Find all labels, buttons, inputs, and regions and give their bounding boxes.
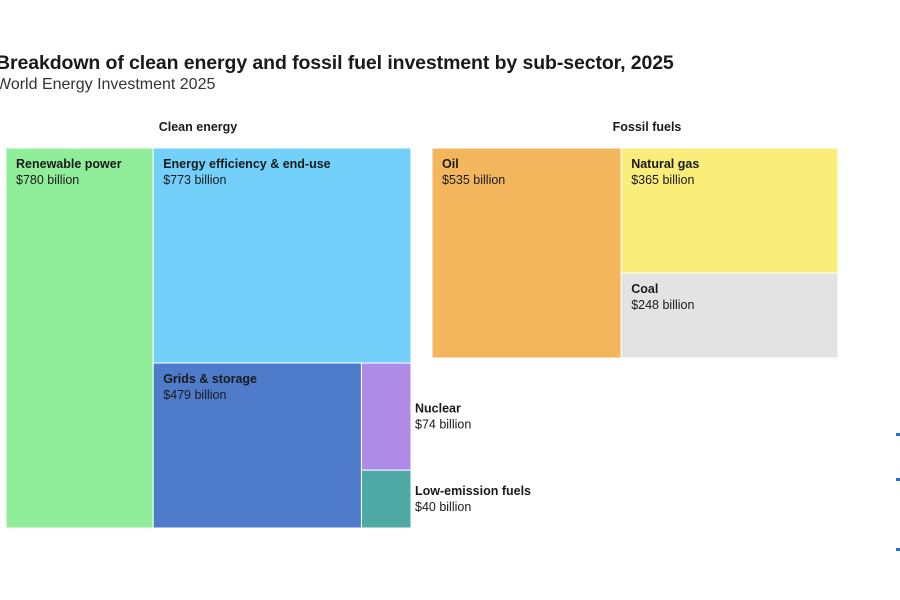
edge-mark (896, 478, 900, 481)
tile-energy-efficiency-and-end-use (152, 147, 412, 364)
tile-value-low-emission-fuels: $40 billion (415, 500, 471, 514)
group-label-fossil-fuels: Fossil fuels (613, 120, 682, 134)
tile-label-natural-gas: Natural gas (631, 157, 699, 171)
tile-value-oil: $535 billion (442, 173, 505, 187)
tile-value-grids-and-storage: $479 billion (163, 388, 226, 402)
chart-title: Breakdown of clean energy and fossil fue… (0, 52, 674, 74)
tile-oil (431, 147, 622, 359)
tile-label-oil: Oil (442, 157, 459, 171)
tile-nuclear (360, 362, 412, 471)
tile-coal (620, 272, 839, 359)
edge-mark (896, 548, 900, 551)
edge-mark (896, 433, 900, 436)
tile-value-natural-gas: $365 billion (631, 173, 694, 187)
chart-subtitle: World Energy Investment 2025 (0, 76, 216, 93)
tile-low-emission-fuels (360, 469, 412, 529)
tile-label-grids-and-storage: Grids & storage (163, 372, 257, 386)
tile-label-energy-efficiency-and-end-use: Energy efficiency & end-use (163, 157, 330, 171)
tile-label-low-emission-fuels: Low-emission fuels (415, 484, 531, 498)
tile-value-renewable-power: $780 billion (16, 173, 79, 187)
tile-label-coal: Coal (631, 282, 658, 296)
tile-label-renewable-power: Renewable power (16, 157, 122, 171)
group-label-clean-energy: Clean energy (159, 120, 238, 134)
tile-value-nuclear: $74 billion (415, 418, 471, 432)
tile-value-energy-efficiency-and-end-use: $773 billion (163, 173, 226, 187)
tile-natural-gas (620, 147, 839, 274)
tile-label-nuclear: Nuclear (415, 402, 461, 416)
tile-renewable-power (5, 147, 154, 529)
tile-value-coal: $248 billion (631, 298, 694, 312)
